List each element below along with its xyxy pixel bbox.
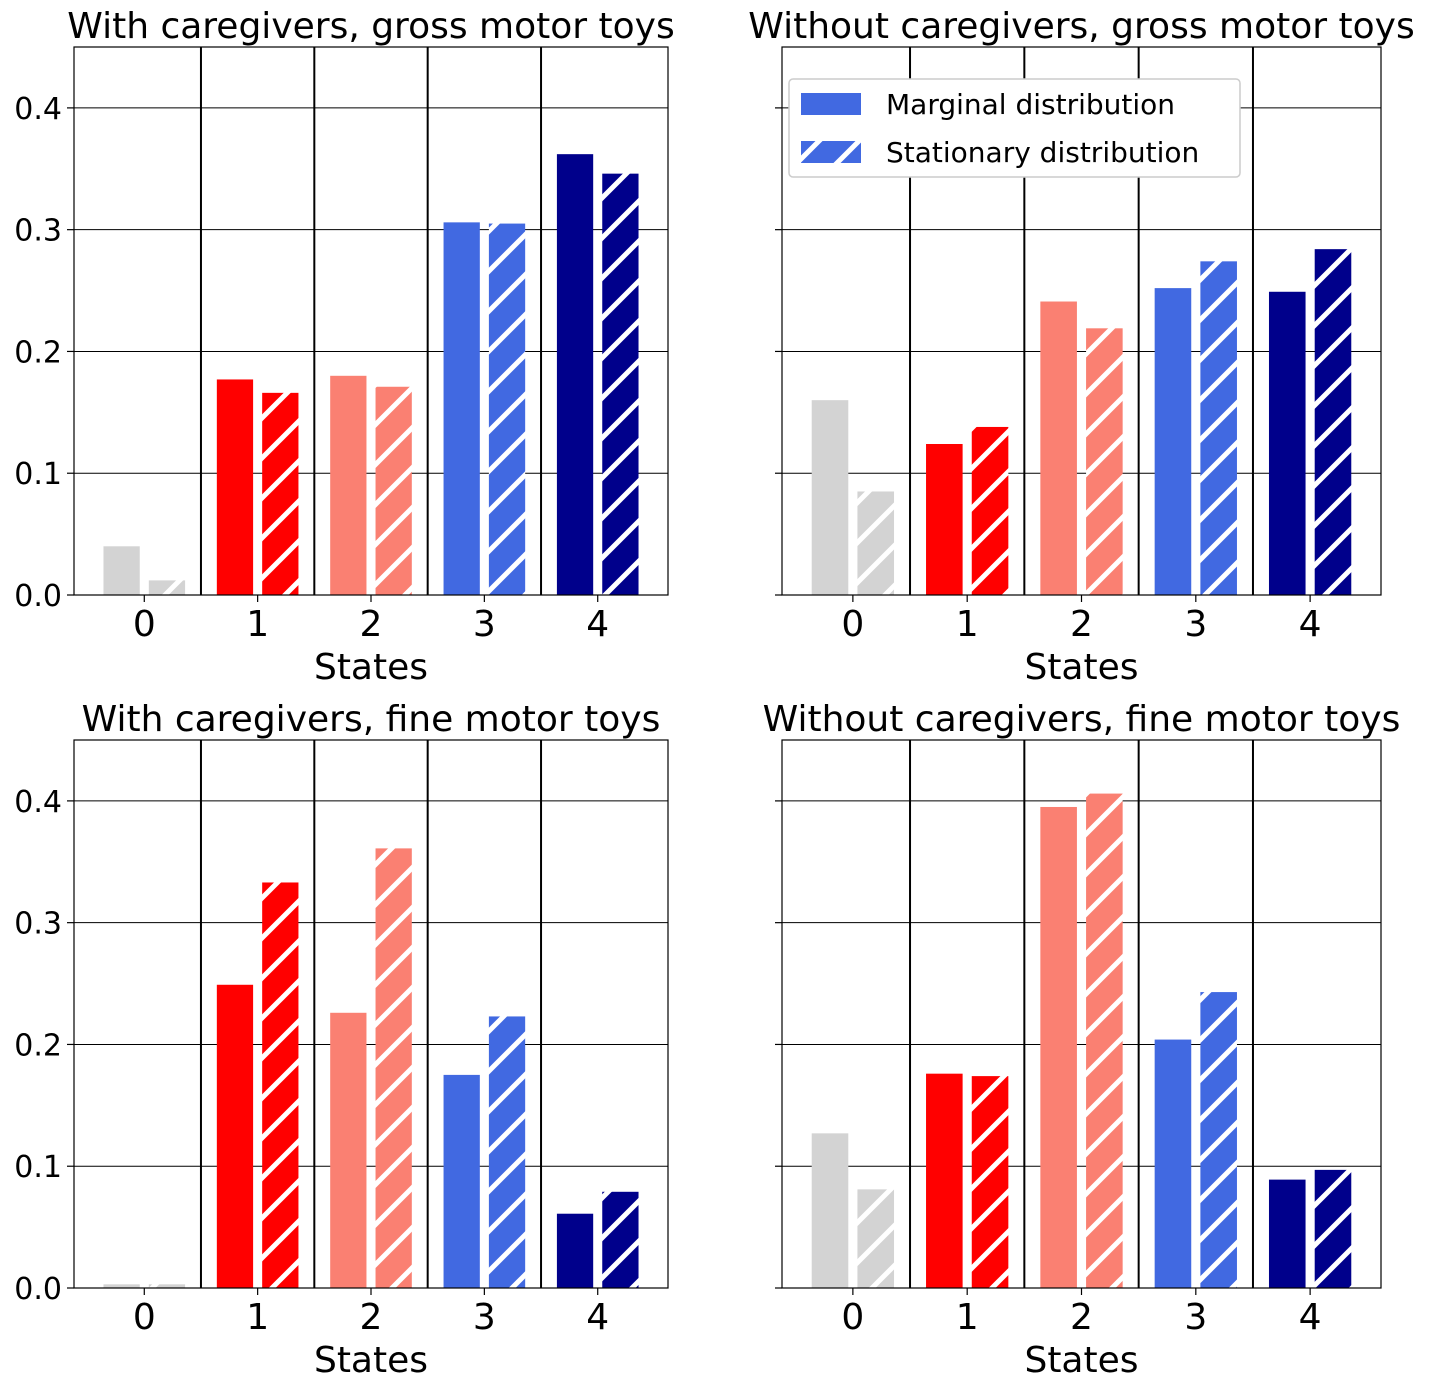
marginal-bar-state-3 — [443, 1074, 480, 1288]
marginal-bar-state-4 — [556, 154, 594, 596]
x-tick-label: 1 — [956, 1297, 979, 1338]
marginal-bar-state-4 — [556, 1213, 594, 1288]
x-axis-label: States — [1024, 647, 1138, 688]
marginal-bar-state-0 — [103, 1284, 140, 1288]
marginal-bar-state-0 — [103, 546, 140, 595]
x-tick-label: 3 — [473, 1297, 496, 1338]
stationary-bar-state-0 — [857, 1189, 895, 1288]
x-axis-label: States — [314, 1340, 428, 1381]
stationary-bar-state-3 — [488, 223, 526, 596]
chart-panel-3: 0.0 0.1 0.2 0.3 0.4 0 1 2 3 4 States With caregiver… — [14, 699, 669, 1381]
chart-title: Without caregivers, gross motor toys — [748, 6, 1414, 47]
chart-panel-1: 0.0 0.1 0.2 0.3 0.4 0 1 2 3 4 States With caregiver… — [14, 6, 674, 688]
stationary-bar-state-0 — [148, 580, 186, 595]
legend-label: Stationary distribution — [886, 136, 1199, 169]
y-tick-label: 0.3 — [14, 907, 62, 942]
marginal-bar-state-1 — [216, 379, 254, 595]
stationary-bar-state-2 — [375, 386, 412, 595]
marginal-bar-state-0 — [811, 1133, 849, 1288]
y-tick-label: 0.2 — [14, 335, 62, 370]
y-tick-label: 0.0 — [14, 579, 62, 614]
y-tick-label: 0.2 — [14, 1028, 62, 1063]
marginal-bar-state-0 — [811, 400, 849, 595]
x-tick-label: 3 — [473, 604, 496, 645]
x-tick-label: 1 — [956, 604, 979, 645]
stationary-bar-state-3 — [1200, 992, 1237, 1288]
chart-title: Without caregivers, fine motor toys — [763, 699, 1401, 740]
stationary-bar-state-2 — [1086, 793, 1123, 1288]
legend-label: Marginal distribution — [886, 88, 1175, 121]
marginal-bar-state-2 — [1040, 301, 1077, 595]
y-tick-label: 0.1 — [14, 457, 62, 492]
marginal-bar-state-3 — [443, 222, 480, 596]
x-tick-label: 0 — [133, 1297, 156, 1338]
marginal-bar-state-1 — [926, 1073, 963, 1288]
x-axis-label: States — [1024, 1340, 1138, 1381]
legend-swatch-hatched — [801, 141, 861, 163]
x-tick-label: 0 — [841, 1297, 864, 1338]
y-tick-label: 0.0 — [14, 1272, 62, 1307]
x-tick-label: 2 — [1070, 604, 1093, 645]
x-tick-label: 1 — [246, 604, 269, 645]
x-tick-label: 2 — [360, 1297, 383, 1338]
marginal-bar-state-2 — [1040, 806, 1077, 1288]
stationary-bar-state-1 — [262, 392, 299, 595]
legend-box — [788, 78, 1241, 178]
stationary-bar-state-1 — [971, 426, 1009, 595]
x-tick-label: 3 — [1184, 604, 1207, 645]
marginal-bar-state-3 — [1154, 288, 1192, 595]
x-tick-label: 2 — [360, 604, 383, 645]
x-tick-label: 4 — [586, 604, 609, 645]
plot-area — [74, 740, 668, 1288]
stationary-bar-state-4 — [1314, 249, 1352, 595]
x-tick-label: 4 — [1299, 604, 1322, 645]
stationary-bar-state-3 — [1200, 261, 1237, 595]
x-tick-label: 2 — [1070, 1297, 1093, 1338]
x-tick-label: 3 — [1184, 1297, 1207, 1338]
y-tick-label: 0.1 — [14, 1150, 62, 1185]
legend-swatch-solid — [801, 93, 861, 115]
stationary-bar-state-4 — [1314, 1169, 1352, 1288]
y-tick-label: 0.4 — [14, 785, 62, 820]
y-tick-label: 0.3 — [14, 214, 62, 249]
x-tick-label: 0 — [133, 604, 156, 645]
chart-title: With caregivers, gross motor toys — [67, 6, 674, 47]
marginal-bar-state-4 — [1268, 291, 1306, 595]
x-tick-label: 4 — [586, 1297, 609, 1338]
stationary-bar-state-0 — [857, 491, 895, 595]
stationary-bar-state-1 — [262, 882, 299, 1288]
stationary-bar-state-4 — [602, 1191, 639, 1288]
x-tick-label: 0 — [841, 604, 864, 645]
marginal-bar-state-4 — [1268, 1179, 1306, 1288]
chart-title: With caregivers, fine motor toys — [82, 699, 661, 740]
legend: Marginal distribution Stationary distribu… — [788, 78, 1241, 178]
stationary-bar-state-1 — [971, 1076, 1009, 1288]
marginal-bar-state-2 — [330, 1012, 367, 1288]
stationary-bar-state-2 — [1086, 328, 1123, 595]
marginal-bar-state-1 — [216, 984, 254, 1288]
x-tick-label: 1 — [246, 1297, 269, 1338]
y-tick-label: 0.4 — [14, 92, 62, 127]
stationary-bar-state-2 — [375, 848, 412, 1288]
stationary-bar-state-4 — [602, 173, 639, 595]
x-tick-label: 4 — [1299, 1297, 1322, 1338]
marginal-bar-state-2 — [330, 375, 367, 595]
x-axis-label: States — [314, 647, 428, 688]
marginal-bar-state-3 — [1154, 1039, 1192, 1288]
stationary-bar-state-3 — [488, 1016, 526, 1288]
chart-panel-4: 0 1 2 3 4 States Without caregivers, fine moto… — [763, 699, 1401, 1381]
chart-panel-2: 0 1 2 3 4 States Without caregivers, gross mot… — [748, 6, 1414, 688]
marginal-bar-state-1 — [926, 443, 963, 595]
stationary-bar-state-0 — [148, 1284, 186, 1288]
